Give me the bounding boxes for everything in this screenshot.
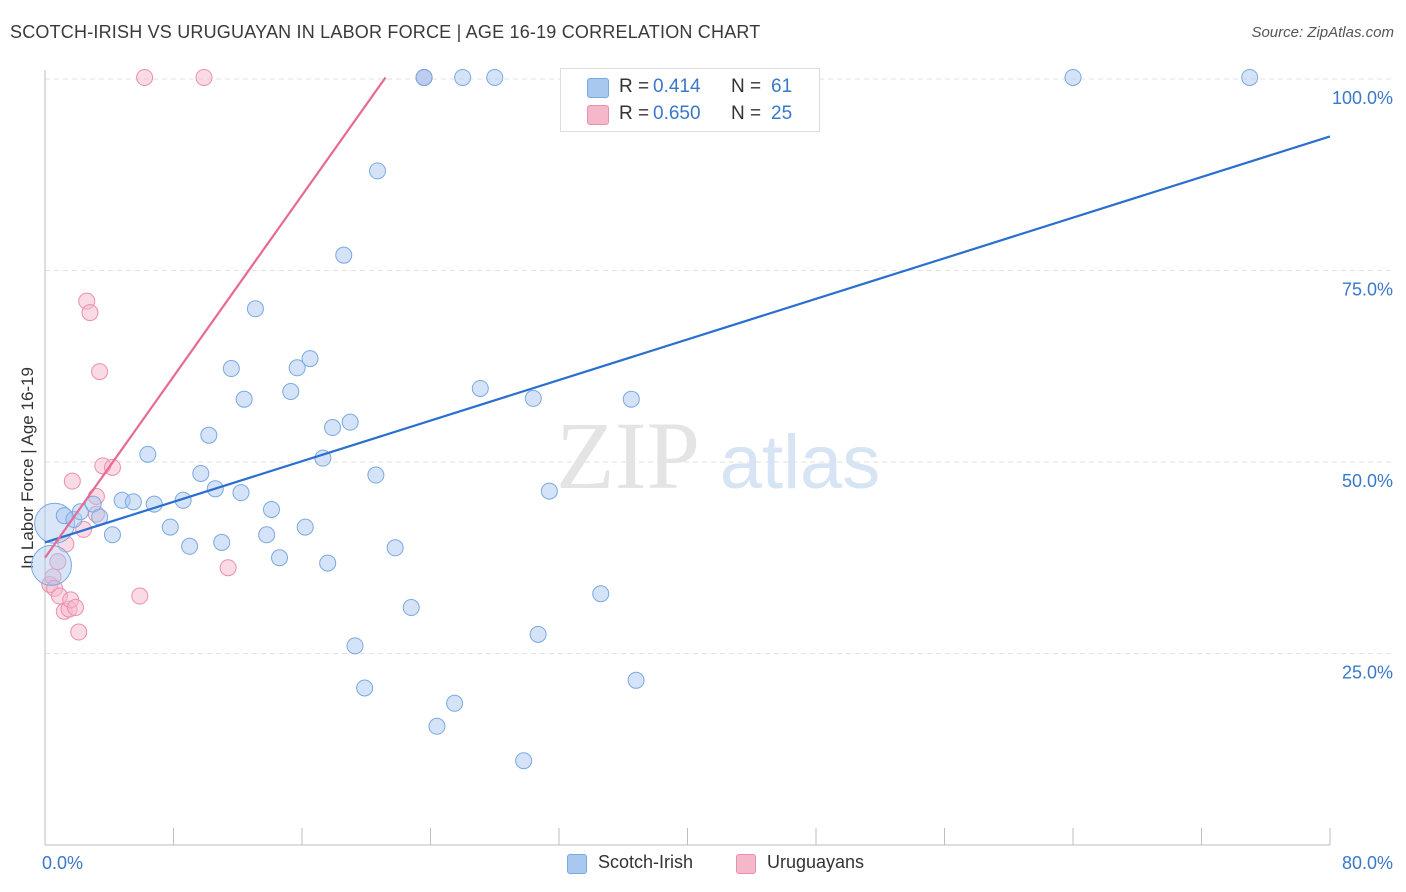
scotch-irish-point — [622, 390, 640, 408]
uruguayans-point — [195, 68, 213, 86]
legend-row-scotch-irish: R = 0.414 N = 61 — [561, 73, 819, 101]
scotch-irish-point — [627, 671, 645, 689]
scotch-irish-point — [288, 359, 306, 377]
uruguayans-trend-line — [44, 76, 387, 559]
scotch-irish-point — [529, 625, 547, 643]
bottom-legend-swatch-blue — [567, 854, 587, 874]
scotch-irish-point — [486, 68, 504, 86]
scotch-irish-point — [324, 419, 342, 437]
legend-r-label: R = — [619, 76, 650, 97]
legend-r-label: R = — [619, 103, 650, 124]
scotch-irish-point — [346, 637, 364, 655]
scotch-irish-point — [258, 526, 276, 544]
scotch-irish-point — [319, 554, 337, 572]
scotch-irish-point — [301, 350, 319, 368]
scotch-irish-point — [139, 445, 157, 463]
scotch-irish-point — [200, 426, 218, 444]
scotch-irish-point — [446, 694, 464, 712]
scotch-irish-point — [524, 389, 542, 407]
legend-n-label: N = — [731, 76, 762, 97]
x-tick-label: 0.0% — [42, 853, 83, 873]
scotch-irish-point — [222, 360, 240, 378]
uruguayans-point — [131, 587, 149, 605]
grid-lines — [45, 78, 1392, 654]
scotch-irish-point — [161, 518, 179, 536]
scotch-irish-point — [30, 544, 72, 586]
scotch-irish-point — [1241, 68, 1259, 86]
uruguayans-point — [63, 472, 81, 490]
scotch-irish-point — [71, 503, 89, 521]
bottom-legend-scotch-irish: Scotch-Irish — [598, 852, 694, 872]
legend-row-uruguayans: R = 0.650 N = 25 — [561, 100, 819, 128]
scotch-irish-point — [232, 484, 250, 502]
bottom-legend-swatch-pink — [736, 854, 756, 874]
uruguayans-point — [219, 559, 237, 577]
scotch-irish-point — [235, 390, 253, 408]
x-tick-label: 80.0% — [1342, 853, 1393, 873]
uruguayans-point — [103, 458, 121, 476]
scotch-irish-point — [368, 162, 386, 180]
legend-r-value: 0.414 — [653, 76, 701, 97]
axes — [44, 70, 1331, 846]
legend-swatch-blue — [587, 78, 609, 98]
scotch-irish-point — [213, 533, 231, 551]
y-tick-label: 75.0% — [1342, 280, 1393, 300]
scotch-irish-point — [103, 526, 121, 544]
bottom-legend-uruguayans: Uruguayans — [767, 852, 865, 872]
legend-swatch-pink — [587, 105, 609, 125]
scotch-irish-point — [192, 464, 210, 482]
uruguayans-point — [91, 363, 109, 381]
scotch-irish-point — [296, 518, 314, 536]
legend-r-value: 0.650 — [653, 103, 701, 124]
uruguayans-point — [70, 623, 88, 641]
watermark-zip: ZIP — [556, 402, 700, 509]
scotch-irish-point — [335, 246, 353, 264]
y-tick-label: 25.0% — [1342, 663, 1393, 683]
watermark: ZIP atlas — [556, 402, 880, 509]
tick-labels: 25.0% 50.0% 75.0% 100.0% 0.0% 80.0% — [42, 88, 1393, 873]
uruguayans-point — [81, 304, 99, 322]
scotch-irish-point — [246, 300, 264, 318]
uruguayans-points — [41, 68, 433, 641]
scotch-irish-point — [271, 549, 289, 567]
chart-title: SCOTCH-IRISH VS URUGUAYAN IN LABOR FORCE… — [10, 22, 761, 42]
uruguayans-point — [49, 553, 67, 571]
scotch-irish-point — [540, 482, 558, 500]
scotch-irish-point — [454, 68, 472, 86]
scotch-irish-trend-line — [44, 135, 1331, 544]
scotch-irish-point — [124, 493, 142, 511]
scotch-irish-point — [471, 379, 489, 397]
scotch-irish-point — [592, 585, 610, 603]
y-tick-label: 100.0% — [1332, 88, 1393, 108]
scotch-irish-point — [1064, 68, 1082, 86]
scotch-irish-point — [356, 679, 374, 697]
legend-n-value: 25 — [771, 103, 793, 124]
scotch-irish-point — [415, 68, 433, 86]
scotch-irish-point — [367, 466, 385, 484]
legend-n-value: 61 — [771, 76, 793, 97]
scotch-irish-point — [386, 539, 404, 557]
scotch-irish-point — [262, 500, 280, 518]
scotch-irish-point — [282, 383, 300, 401]
scotch-irish-point — [402, 599, 420, 617]
source-credit: Source: ZipAtlas.com — [1251, 24, 1394, 41]
uruguayans-point — [67, 599, 85, 617]
uruguayans-point — [136, 68, 154, 86]
correlation-legend: R = 0.414 N = 61 R = 0.650 N = 25 — [560, 68, 820, 132]
watermark-atlas: atlas — [720, 420, 881, 505]
scotch-irish-point — [181, 537, 199, 555]
trend-lines — [44, 76, 1331, 559]
scotch-irish-point — [428, 717, 446, 735]
scotch-irish-point — [515, 752, 533, 770]
legend-n-label: N = — [731, 103, 762, 124]
scotch-irish-point — [341, 413, 359, 431]
y-tick-label: 50.0% — [1342, 471, 1393, 491]
